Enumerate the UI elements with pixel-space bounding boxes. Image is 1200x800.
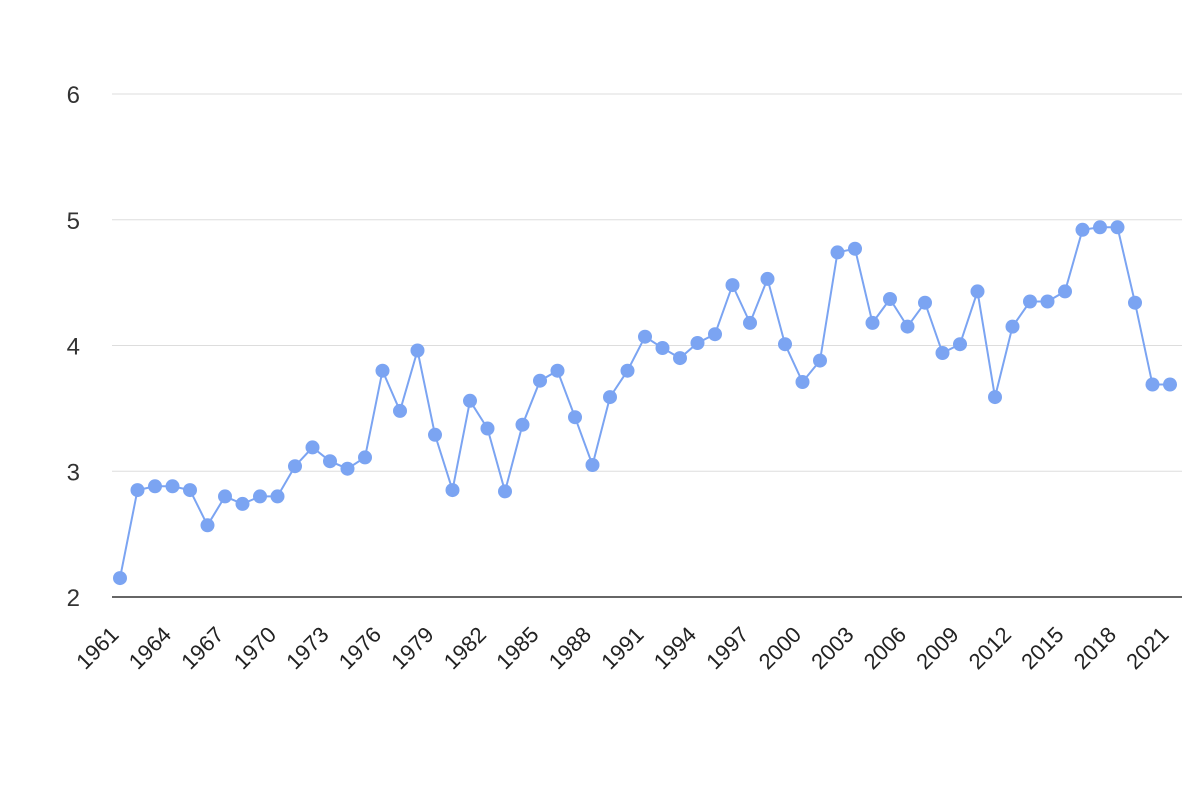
data-point: [533, 373, 547, 388]
data-point: [620, 363, 635, 378]
data-point: [935, 346, 950, 360]
data-point: [690, 336, 705, 350]
data-point: [410, 343, 425, 358]
data-point: [270, 489, 285, 504]
data-point: [1128, 295, 1142, 310]
data-point: [113, 571, 127, 586]
data-point: [515, 417, 530, 432]
data-point: [305, 440, 320, 455]
x-tick-label: 1991: [596, 622, 648, 674]
x-tick-label: 1964: [124, 622, 176, 674]
data-point: [358, 450, 372, 465]
x-tick-label: 1970: [229, 622, 281, 674]
x-tick-label: 1967: [176, 622, 228, 674]
data-point: [130, 483, 145, 498]
data-point: [1075, 222, 1090, 237]
x-tick-label: 1988: [544, 622, 596, 674]
data-point: [900, 319, 915, 334]
data-point: [970, 284, 985, 299]
data-point: [1163, 377, 1177, 392]
data-point: [375, 363, 390, 378]
x-tick-label: 1982: [439, 622, 491, 674]
data-point: [585, 458, 600, 472]
data-point: [1093, 220, 1107, 235]
data-point: [288, 459, 302, 474]
data-point: [725, 278, 740, 293]
y-tick-label: 4: [67, 334, 80, 361]
data-point: [428, 427, 442, 442]
x-axis: 1961 1964 1967 1970 1973 1976 1979 1982 1985 1988…: [71, 622, 1173, 674]
data-point: [1023, 294, 1037, 309]
data-point: [463, 393, 477, 408]
x-tick-label: 1973: [281, 622, 333, 674]
x-tick-label: 1961: [71, 622, 123, 674]
data-point: [778, 337, 792, 352]
data-point: [603, 390, 617, 405]
data-point: [200, 518, 215, 533]
y-tick-label: 6: [67, 82, 80, 109]
series-line: [119, 226, 1170, 579]
y-tick-label: 2: [67, 585, 80, 612]
data-point: [393, 403, 407, 418]
x-tick-label: 1994: [649, 622, 701, 674]
data-point: [883, 292, 897, 306]
y-axis: 2 3 4 5 6: [67, 82, 80, 612]
data-point: [795, 375, 810, 389]
x-tick-label: 2003: [806, 622, 858, 674]
data-point: [760, 271, 775, 286]
data-point: [340, 461, 355, 476]
data-point: [253, 489, 267, 504]
data-point: [655, 341, 670, 355]
x-tick-label: 2006: [859, 622, 911, 674]
x-tick-label: 2021: [1121, 622, 1173, 674]
data-point: [183, 483, 197, 498]
x-tick-label: 1976: [334, 622, 386, 674]
x-tick-label: 1997: [701, 622, 753, 674]
data-point: [743, 315, 757, 330]
data-point: [323, 454, 337, 469]
grid-lines: [112, 93, 1182, 598]
data-point: [498, 484, 512, 499]
x-tick-label: 2009: [911, 622, 963, 674]
data-point: [988, 390, 1002, 405]
data-point: [865, 315, 880, 330]
data-point: [550, 363, 565, 378]
data-point: [1110, 220, 1125, 235]
data-point: [235, 496, 250, 511]
x-tick-label: 1979: [386, 622, 438, 674]
data-point: [638, 329, 652, 344]
data-point: [708, 327, 722, 342]
data-point: [148, 479, 162, 494]
y-tick-label: 3: [67, 459, 80, 486]
data-point: [218, 489, 232, 504]
data-point: [1040, 294, 1055, 309]
data-point: [673, 351, 687, 366]
y-tick-label: 5: [67, 208, 80, 235]
data-point: [830, 245, 845, 260]
data-point: [953, 337, 967, 352]
data-point: [1058, 284, 1072, 299]
data-point: [813, 353, 827, 368]
data-point: [1145, 377, 1160, 392]
data-point: [1005, 319, 1020, 334]
data-point: [918, 295, 932, 310]
x-tick-label: 2018: [1069, 622, 1121, 674]
data-point: [445, 483, 460, 498]
x-tick-label: 2015: [1016, 622, 1068, 674]
series: [113, 220, 1177, 586]
x-tick-label: 2000: [754, 622, 806, 674]
data-point: [480, 421, 495, 436]
data-point: [165, 479, 180, 494]
x-tick-label: 1985: [491, 622, 543, 674]
x-tick-label: 2012: [964, 622, 1016, 674]
data-point: [848, 241, 862, 256]
data-point: [568, 410, 582, 425]
